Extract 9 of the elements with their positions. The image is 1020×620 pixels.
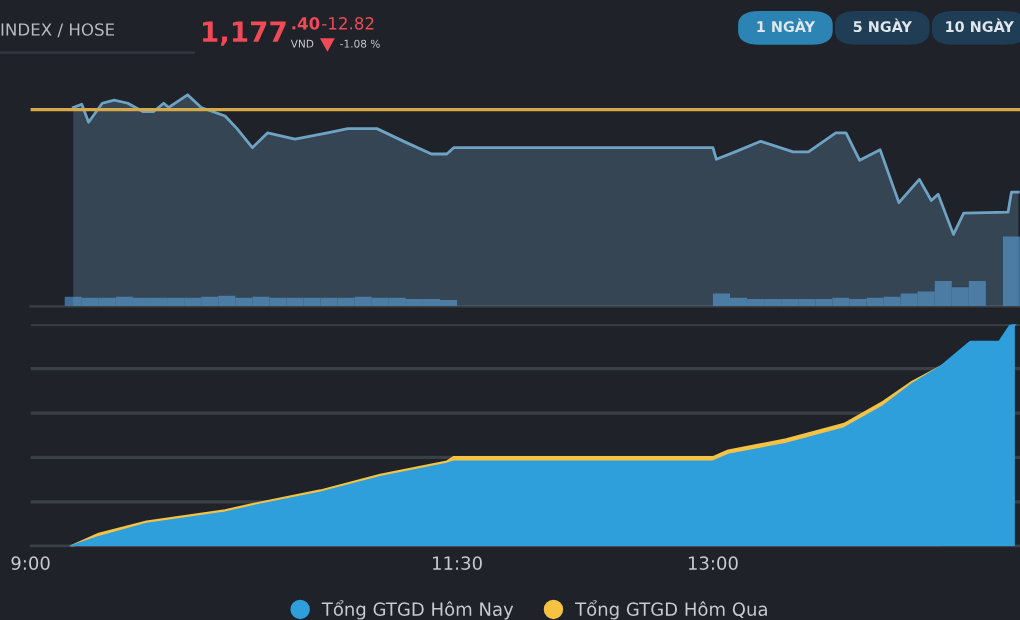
text: INDEX / HOSE xyxy=(1,23,115,38)
x-tick-label: 9:00 xyxy=(11,556,50,570)
x-tick-label: 13:00 xyxy=(688,556,738,570)
legend-label: Tổng GTGD Hôm Qua xyxy=(575,600,767,620)
text: .40 xyxy=(292,17,320,30)
legend-label: Tổng GTGD Hôm Nay xyxy=(321,600,514,620)
x-tick-label: 11:30 xyxy=(433,556,482,570)
text: 1,177 xyxy=(203,21,286,46)
text: -12.82 xyxy=(322,17,374,30)
